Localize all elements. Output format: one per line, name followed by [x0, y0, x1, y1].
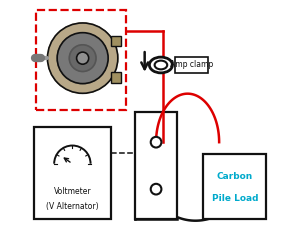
Ellipse shape [149, 57, 172, 73]
Circle shape [69, 45, 96, 71]
FancyBboxPatch shape [34, 127, 111, 219]
FancyBboxPatch shape [135, 112, 177, 219]
FancyBboxPatch shape [111, 72, 122, 83]
Circle shape [57, 33, 108, 84]
FancyBboxPatch shape [176, 57, 208, 73]
Text: Carbon: Carbon [217, 172, 253, 181]
Circle shape [76, 52, 89, 64]
Text: Pile Load: Pile Load [212, 193, 258, 203]
Circle shape [151, 137, 161, 148]
Text: Amp clamp: Amp clamp [170, 61, 214, 70]
Ellipse shape [154, 61, 167, 69]
FancyBboxPatch shape [111, 36, 122, 47]
FancyBboxPatch shape [203, 153, 266, 219]
Circle shape [47, 23, 118, 93]
Circle shape [151, 184, 161, 194]
Text: (V Alternator): (V Alternator) [46, 202, 99, 211]
Text: Voltmeter: Voltmeter [54, 187, 91, 196]
